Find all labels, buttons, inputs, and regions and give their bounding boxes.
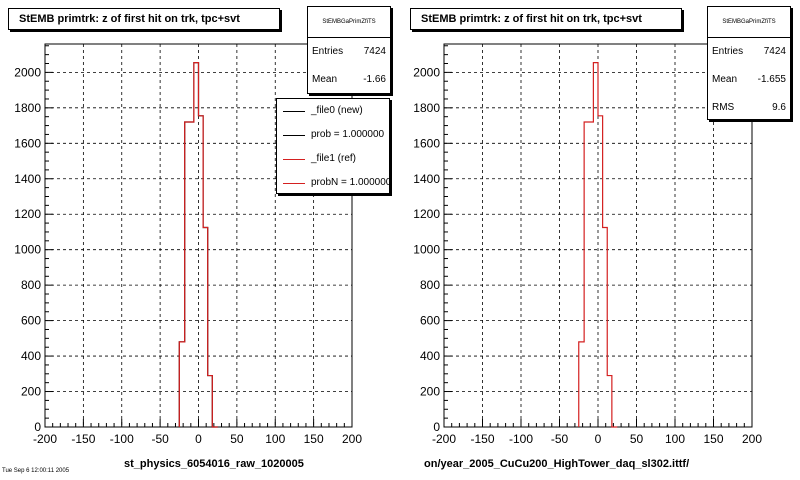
right-stats-mean-value: -1.655 (757, 74, 786, 85)
left-x-tick-label: -150 (71, 432, 95, 446)
right-y-tick-label: 400 (420, 349, 440, 363)
left-histogram-series-1 (178, 62, 218, 428)
right-title: StEMB primtrk: z of first hit on trk, tp… (421, 13, 642, 25)
right-x-tick-label: 0 (595, 432, 602, 446)
right-x-tick-label: -150 (470, 432, 494, 446)
left-y-tick-label: 200 (21, 385, 41, 399)
left-stats-mean-label: Mean (312, 74, 338, 85)
left-y-tick-label: 0 (34, 420, 41, 434)
left-legend: _file0 (new) prob = 1.000000 _file1 (ref… (276, 98, 390, 194)
right-stats-rms-label: RMS (712, 102, 735, 113)
left-x-label: st_physics_6054016_raw_1020005 (124, 458, 304, 470)
right-y-tick-label: 1800 (413, 101, 440, 115)
right-title-box: StEMB primtrk: z of first hit on trk, tp… (410, 8, 682, 30)
legend-entry-prob: prob = 1.000000 (277, 123, 389, 147)
left-y-tick-label: 1000 (14, 243, 41, 257)
left-stats-entries-row: Entries 7424 (308, 38, 390, 66)
right-y-tick-label: 1400 (413, 172, 440, 186)
right-y-tick-label: 1600 (413, 136, 440, 150)
left-x-tick-label: 200 (342, 432, 362, 446)
left-y-tick-label: 800 (21, 278, 41, 292)
legend-line-probn (283, 183, 305, 184)
left-y-tick-label: 1200 (14, 207, 41, 221)
left-y-tick-label: 1600 (14, 136, 41, 150)
legend-entry-file1: _file1 (ref) (277, 147, 389, 171)
left-x-tick-label: -200 (33, 432, 57, 446)
left-y-tick-label: 1400 (14, 172, 41, 186)
right-stats-name: StEMBGaPrimZfiTS (708, 7, 790, 38)
legend-text-probn: probN = 1.000000 (311, 177, 390, 188)
left-stats-mean-row: Mean -1.66 (308, 66, 390, 94)
right-stats-entries-value: 7424 (763, 46, 786, 57)
right-y-tick-label: 2000 (413, 65, 440, 79)
left-x-tick-label: 50 (230, 432, 244, 446)
legend-entry-file0: _file0 (new) (277, 99, 389, 123)
right-histogram-series-0 (578, 62, 618, 428)
right-x-tick-label: 100 (665, 432, 685, 446)
left-title-box: StEMB primtrk: z of first hit on trk, tp… (8, 8, 280, 30)
right-y-tick-label: 200 (420, 385, 440, 399)
legend-text-file1: _file1 (ref) (311, 153, 357, 164)
right-x-tick-label: 200 (742, 432, 762, 446)
right-x-tick-label: 150 (703, 432, 723, 446)
left-x-tick-label: 100 (265, 432, 285, 446)
left-x-tick-label: 150 (304, 432, 324, 446)
left-x-tick-label: -50 (151, 432, 169, 446)
legend-line-prob (283, 135, 305, 136)
right-stats-rms-row: RMS 9.6 (708, 94, 790, 122)
right-x-tick-label: -50 (551, 432, 569, 446)
right-y-tick-label: 1200 (413, 207, 440, 221)
right-y-tick-label: 800 (420, 278, 440, 292)
legend-line-file1 (283, 159, 305, 160)
right-stats-mean-row: Mean -1.655 (708, 66, 790, 94)
left-x-tick-label: -100 (110, 432, 134, 446)
right-y-tick-label: 0 (433, 420, 440, 434)
left-x-tick-label: 0 (195, 432, 202, 446)
left-y-tick-label: 1800 (14, 101, 41, 115)
right-stats-box: StEMBGaPrimZfiTS Entries 7424 Mean -1.65… (707, 6, 791, 120)
right-x-label: on/year_2005_CuCu200_HighTower_daq_sl302… (424, 458, 690, 470)
left-stats-entries-value: 7424 (363, 46, 386, 57)
left-title: StEMB primtrk: z of first hit on trk, tp… (19, 13, 240, 25)
left-stats-mean-value: -1.66 (363, 74, 386, 85)
legend-text-file0: _file0 (new) (311, 105, 363, 116)
right-stats-mean-label: Mean (712, 74, 738, 85)
right-x-tick-label: -200 (432, 432, 456, 446)
left-y-tick-label: 2000 (14, 65, 41, 79)
left-stats-entries-label: Entries (312, 46, 344, 57)
left-stats-box: StEMBGaPrimZfiTS Entries 7424 Mean -1.66 (307, 6, 391, 94)
right-stats-entries-label: Entries (712, 46, 744, 57)
right-x-tick-label: 50 (630, 432, 644, 446)
legend-entry-probn: probN = 1.000000 (277, 171, 390, 193)
left-stats-name: StEMBGaPrimZfiTS (308, 7, 390, 38)
footer-timestamp: Tue Sep 6 12:00:11 2005 (2, 468, 70, 474)
right-stats-entries-row: Entries 7424 (708, 38, 790, 66)
right-x-tick-label: -100 (509, 432, 533, 446)
right-y-tick-label: 600 (420, 314, 440, 328)
left-y-tick-label: 400 (21, 349, 41, 363)
legend-line-file0 (283, 111, 305, 112)
left-y-tick-label: 600 (21, 314, 41, 328)
right-stats-rms-value: 9.6 (772, 102, 786, 113)
right-y-tick-label: 1000 (413, 243, 440, 257)
legend-text-prob: prob = 1.000000 (311, 129, 385, 140)
